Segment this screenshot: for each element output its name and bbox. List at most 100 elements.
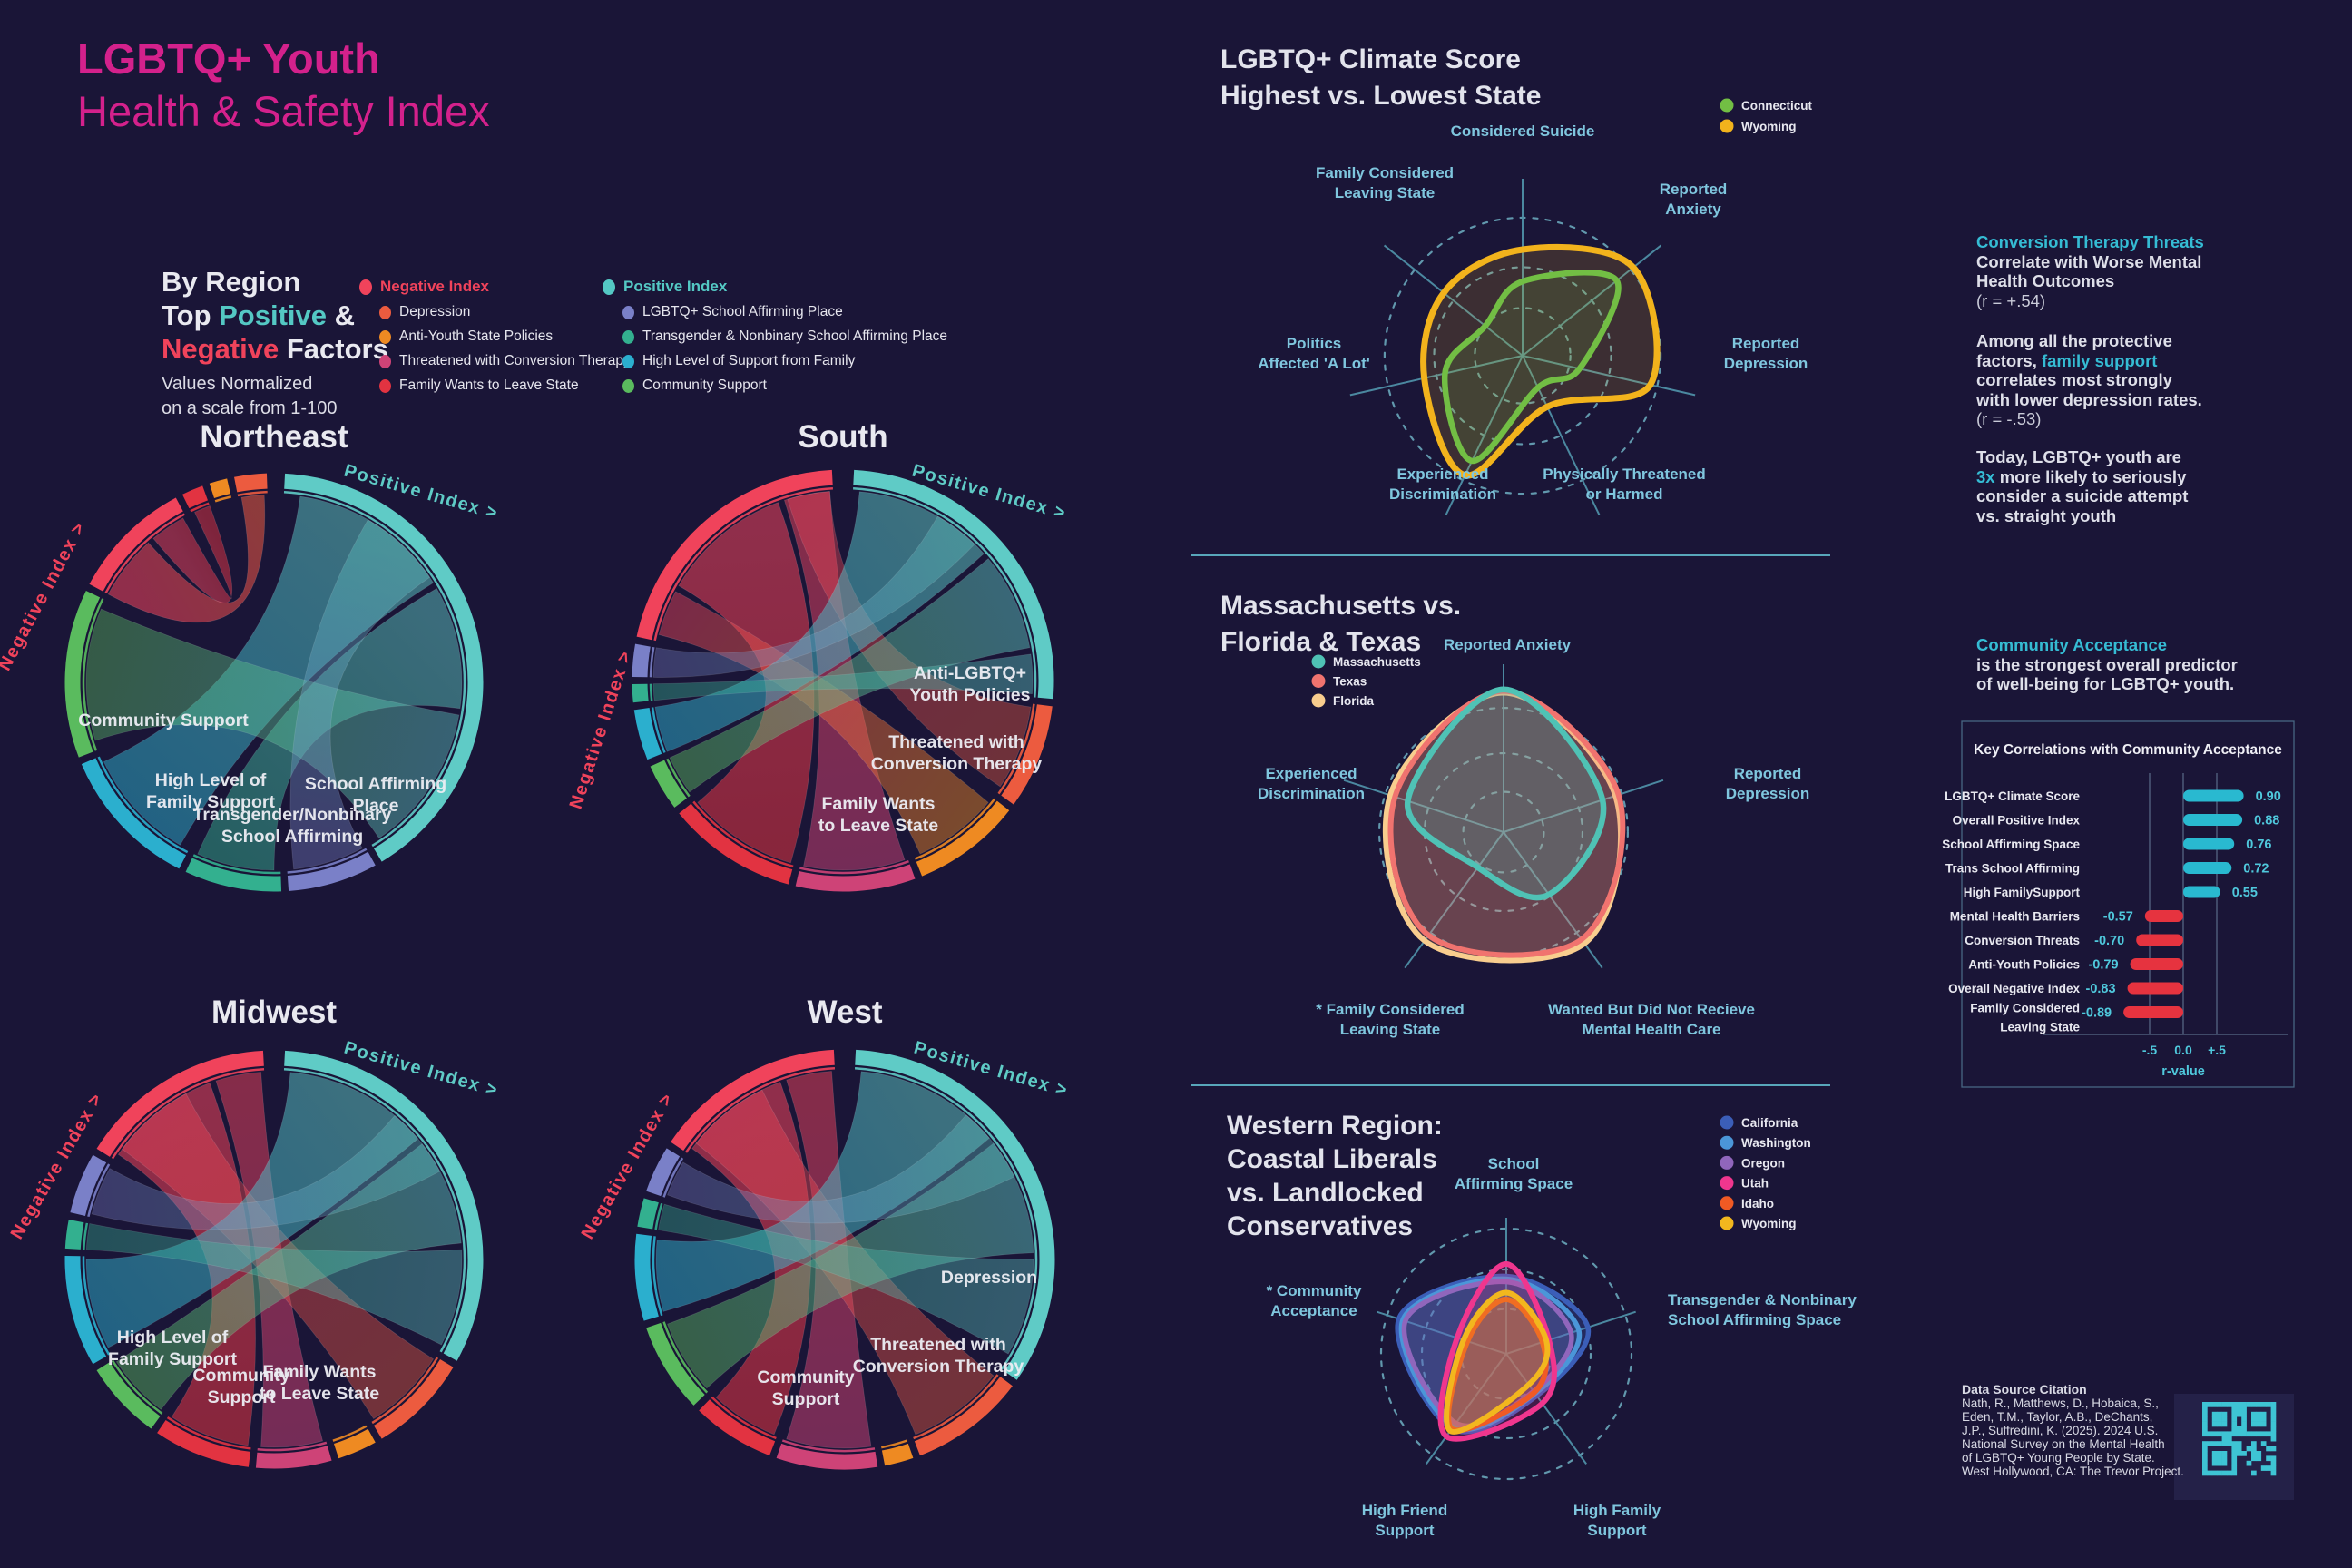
chord-factor-label: Threatened with [888,732,1024,752]
radar-axis-line [1343,779,1504,833]
correlation-row-label: Mental Health Barriers [1950,910,2080,924]
radar-axis-label: Discrimination [1258,785,1365,802]
correlation-bar [2144,910,2183,922]
chord-factor-label: High Level of [155,770,267,790]
chord-factor-label: Support [208,1387,276,1407]
chord-factor-label: Support [772,1389,840,1409]
chord-arc-inner [914,798,996,860]
factor-legend-item: Threatened with Conversion Therapy [379,353,631,369]
legend-label: Connecticut [1741,99,1813,113]
radar-series-florida [1382,690,1624,964]
chord-arc-inner [287,848,368,874]
correlation-tick-label: 0.0 [2174,1043,2192,1057]
legend-swatch-idaho [1720,1196,1734,1210]
chord-factor-label: Community Support [78,710,249,730]
radar-axis-label: * Community [1267,1282,1362,1299]
legend-swatch-washington [1720,1135,1734,1150]
chord-arc-segment [96,1050,264,1157]
chord-ribbon [658,1203,1034,1355]
radar-axis-label: Depression [1724,355,1808,372]
legend-label: Wyoming [1741,1217,1797,1230]
chord-arc-segment [255,1446,332,1469]
chord-arc-segment [234,473,268,493]
chord-arc-inner [685,1067,836,1153]
radar-axis-line [1522,355,1696,397]
chord-arc-inner [653,487,833,642]
chord-ribbon [152,505,233,604]
chord-factor-label: Family Wants [822,794,936,814]
chord-rim-label: Negative Index > [566,648,636,811]
chord-arc-inner [799,860,909,875]
legend-label: Washington [1741,1136,1811,1150]
correlation-row-label: LGBTQ+ Climate Score [1945,789,2080,803]
factor-legend-header: Negative Index [359,278,631,296]
correlation-bar [2183,789,2244,802]
legend-dot-icon [379,354,391,368]
chord-arc-segment [637,1198,659,1230]
chord-arc-inner [190,502,210,513]
correlation-row-label: Family Considered [1970,1002,2080,1015]
correlation-value: -0.89 [2082,1006,2112,1021]
correlation-row-label: Overall Negative Index [1948,982,2080,995]
radar-climate-chart: Considered Suicide Reported Anxiety Reporte… [1258,98,1813,516]
radar-axis-label: or Harmed [1585,485,1662,503]
chord-ribbon [652,653,1034,701]
chord-ribbon [652,515,975,678]
chord-arc-inner [881,1439,908,1449]
text-block-family-support: Among all the protective factors, family… [1976,331,2202,428]
radar-axis-label: Experienced [1396,466,1488,483]
chord-title-northeast: Northeast [200,419,348,455]
chord-factor-label: Community [192,1366,289,1386]
chord-arc-segment [81,758,187,869]
page-title: LGBTQ+ Youth Health & Safety Index [77,33,490,138]
chord-arc-segment [679,803,793,885]
chord-arc-inner [82,598,104,751]
chord-factor-label: High Level of [117,1328,229,1348]
radar-axis-label: Leaving State [1335,184,1436,201]
chord-arc-segment [96,1362,161,1429]
chord-arc-segment [632,643,651,678]
chord-arc-inner [237,490,268,497]
chord-factor-label: Threatened with [870,1335,1006,1355]
region-legend-sub1: Values Normalized [162,374,313,394]
chord-arc-inner [710,1396,777,1440]
correlation-tick-label: +.5 [2208,1043,2226,1057]
correlation-tick-label: -.5 [2142,1043,2158,1057]
legend-dot-icon [379,378,391,393]
chord-arc-segment [634,1233,659,1321]
correlation-value: -0.83 [2086,982,2116,996]
chord-arc-segment [64,590,101,758]
chord-arc-segment [795,864,916,892]
correlation-row-label: Overall Positive Index [1953,814,2081,828]
legend-swatch-oregon [1720,1155,1734,1170]
chord-factor-label: Youth Policies [910,685,1031,705]
chord-arc-segment [914,1377,1013,1456]
chord-arc-segment [284,473,484,862]
chord-ribbon [107,494,266,623]
correlation-chart: Key Correlations with Community Acceptan… [1942,720,2295,1088]
legend-dot-icon [622,329,634,344]
factor-legend-item: High Level of Support from Family [622,353,947,369]
chord-factor-label: Community [757,1367,854,1387]
legend-dot-icon [603,279,615,295]
correlation-bar [2130,958,2183,970]
chord-factor-label: Depression [941,1268,1037,1288]
chord-arc-inner [257,1441,328,1452]
chord-arc-inner [97,756,189,854]
correlation-row-label: Leaving State [2000,1021,2080,1034]
radar-axis-label: Family Considered [1316,164,1454,181]
legend-swatch-connecticut [1720,98,1734,113]
correlation-value: -0.57 [2103,910,2133,925]
legend-label: Florida [1333,694,1374,708]
correlation-value: 0.88 [2254,814,2279,828]
radar-ma-title: Massachusetts vs. Florida & Texas [1220,591,1462,657]
chord-factor-label: School Affirming [221,827,363,847]
correlation-bar [2136,934,2183,946]
chord-arc-segment [699,1399,776,1456]
factor-legend-column: Positive Index LGBTQ+ School Affirming Pl… [603,278,947,394]
radar-axis-line [1404,831,1504,969]
legend-label: California [1741,1116,1798,1130]
radar-western-title: Western Region: Coastal Liberals vs. Lan… [1227,1111,1443,1241]
